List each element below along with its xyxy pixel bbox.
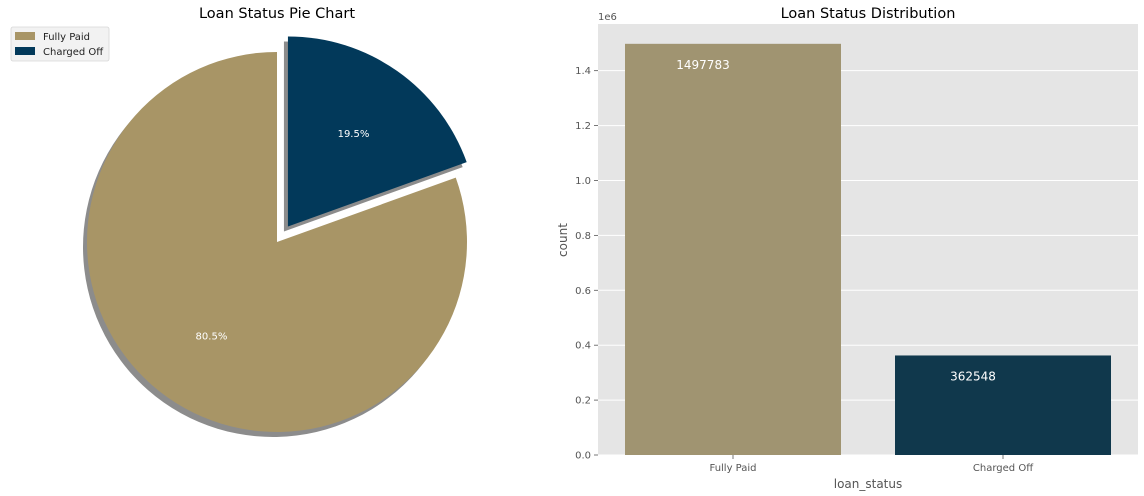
y-axis-label: count [556, 223, 570, 257]
y-tick-labels: 0.0 0.2 0.4 0.6 0.8 1.0 1.2 1.4 [575, 66, 598, 462]
x-axis-label: loan_status [834, 477, 903, 491]
legend-label-charged-off: Charged Off [43, 47, 104, 58]
legend-frame [10, 26, 110, 62]
y-tick-label: 1.4 [575, 66, 591, 77]
y-tick-label: 1.2 [575, 121, 591, 132]
legend-label-fully-paid: Fully Paid [43, 32, 90, 43]
bar-title: Loan Status Distribution [781, 6, 956, 22]
legend-swatch-fully-paid [15, 32, 35, 40]
bar-value-label-charged-off: 362548 [950, 369, 996, 383]
legend-swatch-charged-off [15, 47, 35, 55]
pie-slice-charged-off [287, 36, 467, 227]
x-tick-labels: Fully Paid Charged Off [709, 455, 1034, 474]
y-tick-label: 0.2 [575, 396, 591, 407]
y-tick-label: 0.4 [575, 341, 591, 352]
bar-chart: Loan Status Distribution 0.0 0.2 0.4 0.6 0.8… [556, 6, 1138, 491]
y-tick-label: 1.0 [575, 176, 591, 187]
y-tick-label: 0.6 [575, 286, 591, 297]
y-tick-label: 0.0 [575, 451, 591, 462]
pie-chart: Loan Status Pie Chart 80.5% 19.5% Fully P… [10, 6, 467, 437]
y-scale-label: 1e6 [598, 12, 617, 23]
x-tick-label-charged-off: Charged Off [973, 463, 1034, 474]
bar-charged-off [895, 355, 1111, 455]
y-tick-label: 0.8 [575, 231, 591, 242]
bar-fully-paid [625, 43, 841, 456]
x-tick-label-fully-paid: Fully Paid [709, 463, 756, 474]
pie-legend: Fully Paid Charged Off [10, 26, 110, 62]
pie-slice-fully-paid [87, 52, 467, 433]
pie-pct-label-fully-paid: 80.5% [196, 331, 228, 342]
pie-slices: 80.5% 19.5% [83, 36, 467, 437]
pie-title: Loan Status Pie Chart [199, 6, 355, 22]
bars: 1497783 362548 [625, 43, 1111, 456]
bar-value-label-fully-paid: 1497783 [676, 58, 729, 72]
pie-pct-label-charged-off: 19.5% [338, 129, 370, 140]
